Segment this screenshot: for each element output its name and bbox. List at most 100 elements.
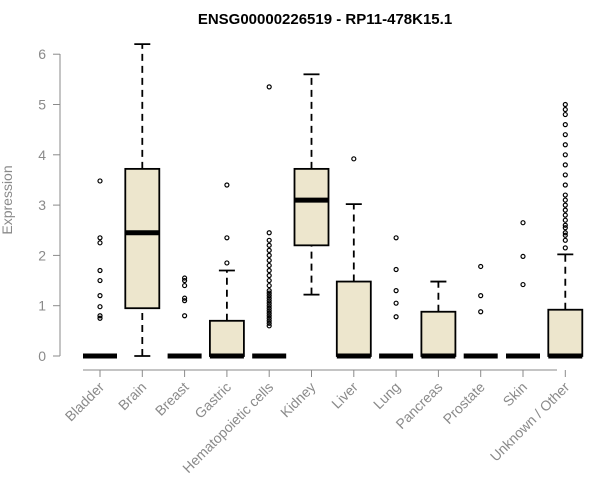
- box-iqr: [420, 310, 457, 357]
- outlier-point: [182, 313, 188, 319]
- outlier-point: [266, 300, 272, 306]
- y-axis-ticks: 0 1 2 3 4 5 6: [38, 46, 60, 364]
- outlier-point: [266, 310, 272, 316]
- outlier-point: [393, 266, 399, 273]
- box-iqr: [547, 308, 584, 357]
- outlier-point: [266, 230, 272, 236]
- y-tick-label: 1: [38, 298, 46, 314]
- x-tick-label: Brain: [115, 379, 149, 413]
- outlier-point: [97, 277, 103, 284]
- box-hematopoietic-cells: [252, 84, 287, 359]
- outlier-point: [97, 267, 103, 274]
- outlier-point: [266, 320, 272, 326]
- outlier-point: [562, 101, 568, 108]
- outlier-point: [562, 212, 568, 218]
- outlier-point: [266, 293, 272, 299]
- outlier-point: [182, 282, 188, 289]
- outlier-point: [97, 235, 103, 241]
- x-tick-label: Unknown / Other: [487, 379, 573, 465]
- outlier-point: [478, 309, 484, 315]
- x-tick-label: Bladder: [62, 379, 108, 425]
- box-iqr: [124, 167, 161, 310]
- outlier-point: [224, 182, 230, 188]
- outlier-point: [520, 220, 526, 226]
- outlier-point: [266, 303, 272, 309]
- outlier-point: [562, 142, 568, 148]
- outlier-point: [520, 253, 526, 260]
- outlier-point: [478, 263, 484, 270]
- outlier-point: [182, 295, 188, 301]
- outlier-point: [478, 293, 484, 299]
- outlier-point: [266, 323, 272, 329]
- outlier-point: [562, 172, 568, 178]
- box-skin: [506, 220, 540, 359]
- y-tick-label: 6: [38, 46, 46, 62]
- box-pancreas: [420, 280, 457, 359]
- box-kidney: [293, 73, 330, 296]
- outlier-point: [224, 260, 230, 266]
- outlier-point: [562, 106, 568, 113]
- outlier-point: [182, 277, 188, 284]
- outlier-point: [562, 222, 568, 228]
- box-bladder: [83, 178, 117, 359]
- outlier-point: [266, 305, 272, 311]
- outlier-point: [266, 315, 272, 321]
- x-tick-label: Kidney: [277, 379, 319, 421]
- y-tick-label: 2: [38, 247, 46, 263]
- outlier-point: [97, 240, 103, 246]
- outlier-point: [351, 156, 357, 162]
- box-unknown-other: [547, 101, 584, 359]
- outlier-point: [562, 245, 568, 251]
- x-tick-label: Lung: [370, 379, 403, 412]
- outlier-point: [266, 247, 272, 253]
- outlier-point: [266, 288, 272, 294]
- outlier-point: [97, 178, 103, 184]
- y-axis-label: Expression: [0, 165, 15, 234]
- outlier-point: [393, 288, 399, 294]
- box-breast: [167, 275, 202, 359]
- y-tick-label: 5: [38, 97, 46, 113]
- outlier-point: [562, 182, 568, 188]
- x-tick-label: Liver: [328, 379, 361, 412]
- outlier-point: [182, 298, 188, 304]
- outlier-point: [562, 225, 568, 231]
- outlier-point: [266, 272, 272, 279]
- outlier-point: [266, 318, 272, 324]
- y-tick-label: 3: [38, 197, 46, 213]
- y-tick-label: 4: [38, 147, 46, 163]
- outlier-point: [562, 111, 568, 118]
- outlier-point: [266, 313, 272, 319]
- outlier-point: [393, 235, 399, 241]
- outlier-point: [393, 300, 399, 306]
- outlier-point: [266, 252, 272, 258]
- outlier-point: [97, 315, 103, 321]
- outlier-point: [266, 257, 272, 264]
- outlier-point: [393, 314, 399, 320]
- outlier-point: [266, 308, 272, 314]
- outlier-point: [520, 281, 526, 288]
- box-brain: [124, 43, 161, 357]
- outlier-point: [266, 298, 272, 304]
- outlier-point: [266, 267, 272, 274]
- x-tick-label: Breast: [152, 379, 192, 419]
- y-tick-label: 0: [38, 348, 46, 364]
- box-iqr: [208, 319, 245, 357]
- box-gastric: [208, 182, 245, 359]
- outlier-point: [562, 230, 568, 236]
- x-tick-label: Prostate: [440, 379, 488, 427]
- box-prostate: [463, 263, 498, 359]
- box-liver: [335, 156, 372, 359]
- outlier-point: [562, 122, 568, 128]
- outlier-point: [97, 313, 103, 319]
- box-iqr: [293, 167, 330, 247]
- outlier-point: [266, 282, 272, 289]
- chart-title: ENSG00000226519 - RP11-478K15.1: [198, 11, 452, 28]
- outlier-point: [224, 235, 230, 241]
- outlier-point: [266, 262, 272, 269]
- box-iqr: [335, 280, 372, 357]
- outlier-point: [562, 207, 568, 213]
- outlier-point: [266, 84, 272, 90]
- x-tick-label: Skin: [500, 379, 531, 410]
- outlier-point: [266, 242, 272, 248]
